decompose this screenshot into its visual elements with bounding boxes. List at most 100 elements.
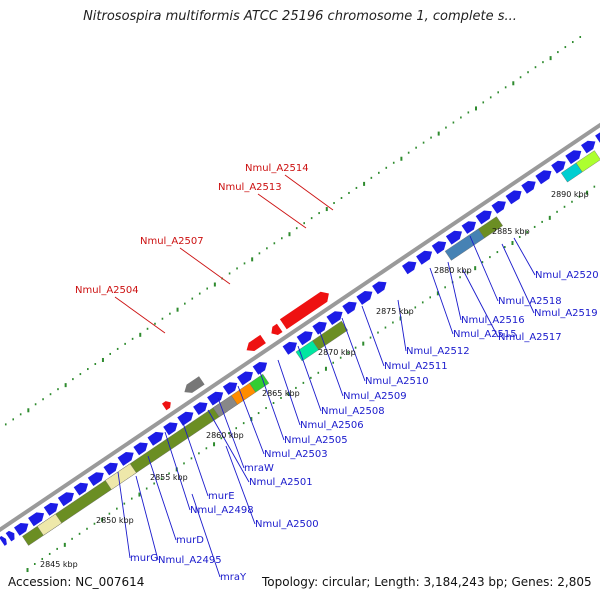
tick-dot — [295, 386, 297, 389]
tick-dot — [71, 537, 73, 540]
gene-label[interactable]: mraW — [244, 463, 274, 474]
tick-dot — [422, 141, 425, 144]
gene-label[interactable]: Nmul_A2495 — [158, 555, 222, 566]
gene-arrow — [43, 502, 59, 516]
gene-label[interactable]: Nmul_A2510 — [365, 376, 429, 387]
genome-backbone — [0, 122, 600, 533]
gene-callouts: Nmul_A2514 Nmul_A2513 Nmul_A2507 Nmul_A2504… — [75, 163, 599, 583]
tick-dot — [460, 116, 462, 119]
tick-dot — [251, 257, 254, 262]
tick-dot — [407, 311, 409, 314]
tick-dot — [444, 286, 446, 289]
gene-arrow — [535, 170, 552, 185]
tick-dot — [145, 487, 148, 490]
tick-dot — [489, 96, 492, 99]
gene-label[interactable]: Nmul_A2505 — [284, 435, 348, 446]
gene-label[interactable]: Nmul_A2515 — [453, 329, 517, 340]
gene-label[interactable]: Nmul_A2509 — [343, 391, 407, 402]
highlight-gene-label[interactable]: Nmul_A2514 — [245, 163, 309, 174]
tick-dot — [429, 296, 432, 299]
gene-arrow — [184, 376, 205, 393]
tick-dot — [354, 346, 357, 349]
tick-dot — [571, 200, 573, 203]
tick-dot — [384, 326, 387, 329]
tick-dot — [213, 282, 216, 287]
gene-label[interactable]: murD — [176, 535, 204, 546]
tick-dot — [504, 86, 507, 89]
gene-arrow — [147, 431, 164, 446]
gene-label[interactable]: Nmul_A2506 — [300, 420, 364, 431]
gene-label[interactable]: Nmul_A2516 — [461, 315, 525, 326]
tick-dot — [56, 547, 58, 550]
gene-label[interactable]: Nmul_A2503 — [264, 449, 328, 460]
accession-text: Accession: NC_007614 — [8, 575, 145, 589]
scale-label: 2870 kbp — [318, 348, 356, 357]
gene-arrow — [402, 261, 417, 275]
gene-arrow — [521, 180, 536, 194]
gene-label[interactable]: Nmul_A2501 — [249, 477, 313, 488]
tick-dot — [273, 242, 276, 245]
tick-dot — [146, 327, 149, 330]
gene-label[interactable]: Nmul_A2500 — [255, 519, 319, 530]
gene-arrow — [222, 382, 238, 395]
gene-arrow — [162, 401, 171, 411]
tick-dot — [109, 352, 112, 355]
tick-dot — [190, 457, 193, 460]
green-band — [249, 373, 270, 393]
tick-dot — [318, 212, 320, 215]
gene-label[interactable]: murG — [130, 553, 158, 564]
tick-dot — [445, 126, 447, 129]
tick-dot — [108, 512, 111, 515]
tick-dot — [593, 185, 596, 188]
tick-dot — [124, 342, 126, 345]
gene-arrow — [461, 221, 476, 234]
gene-label[interactable]: mraY — [220, 572, 247, 583]
gene-label[interactable]: Nmul_A2520 — [535, 270, 599, 281]
gene-arrow — [326, 311, 343, 325]
tick-dot — [415, 146, 417, 149]
gene-arrow — [14, 523, 29, 536]
tick-dot — [63, 542, 66, 547]
gene-label[interactable]: Nmul_A2511 — [384, 361, 448, 372]
tick-dot — [542, 61, 544, 64]
gene-arrow — [565, 150, 582, 165]
tick-dot — [527, 71, 529, 74]
tick-dot — [564, 46, 567, 49]
gene-label[interactable]: Nmul_A2518 — [498, 296, 562, 307]
highlight-gene-label[interactable]: Nmul_A2504 — [75, 285, 139, 296]
gene-label[interactable]: Nmul_A2517 — [498, 332, 562, 343]
gene-arrow — [551, 160, 566, 174]
gene-arrow — [177, 411, 194, 426]
tick-dot — [4, 423, 7, 426]
scale-label: 2850 kbp — [96, 516, 134, 525]
tick-dot — [533, 225, 536, 228]
gene-label[interactable]: Nmul_A2519 — [534, 308, 598, 319]
tick-dot — [496, 251, 499, 254]
highlight-gene-label[interactable]: Nmul_A2507 — [140, 236, 204, 247]
gene-label[interactable]: Nmul_A2512 — [406, 346, 470, 357]
tick-dot — [310, 376, 312, 379]
tick-dot — [41, 557, 44, 560]
gene-arrow — [246, 334, 266, 351]
gene-label[interactable]: Nmul_A2498 — [190, 505, 254, 516]
tick-dot — [519, 76, 522, 79]
tick-dot — [421, 301, 424, 304]
tick-dot — [258, 252, 261, 255]
tick-dot — [227, 432, 230, 435]
tick-dot — [324, 366, 327, 371]
tick-dot — [332, 361, 335, 364]
tick-dot — [378, 171, 380, 174]
tick-dot — [385, 166, 388, 169]
gene-arrow — [342, 301, 357, 315]
tick-dot — [34, 403, 37, 406]
tick-dot — [116, 347, 119, 350]
gene-label[interactable]: murE — [208, 491, 235, 502]
tick-dot — [206, 287, 209, 290]
tick-dot — [489, 256, 491, 259]
gene-label[interactable]: Nmul_A2508 — [321, 406, 385, 417]
highlight-gene-label[interactable]: Nmul_A2513 — [218, 182, 282, 193]
tick-dot — [168, 472, 170, 475]
tick-dot — [437, 131, 440, 136]
tick-dot — [93, 522, 96, 525]
